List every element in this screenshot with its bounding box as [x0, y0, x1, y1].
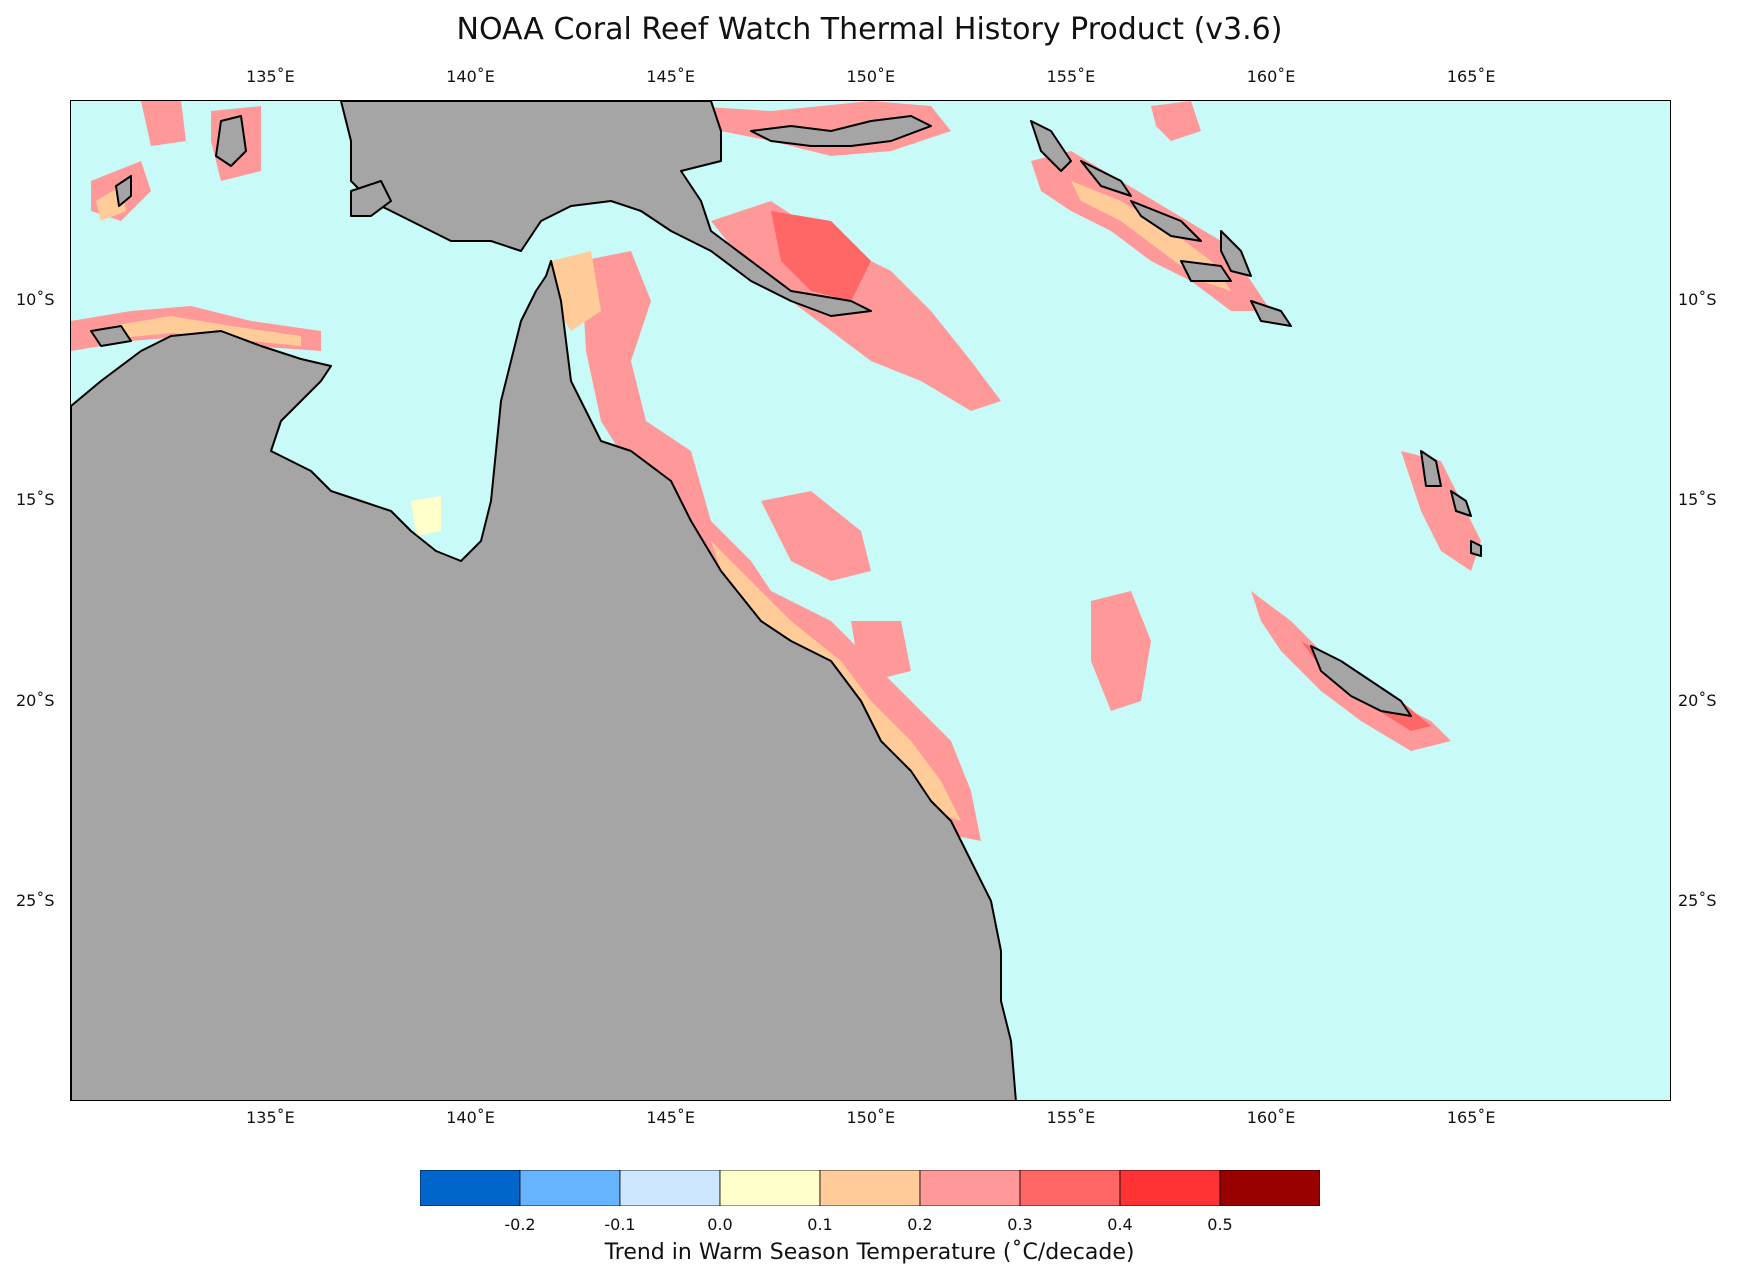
- new-britain: [750, 115, 932, 147]
- lon-tick-label-top: 160˚E: [1246, 67, 1296, 86]
- map-canvas: [71, 101, 1482, 1100]
- melville-island: [90, 325, 132, 347]
- lon-tick-label-top: 165˚E: [1446, 67, 1496, 86]
- malakula-island: [1450, 490, 1472, 517]
- gulf-papua-trend: [771, 211, 871, 301]
- australia-landmass: [71, 260, 1017, 1100]
- map-title: NOAA Coral Reef Watch Thermal History Pr…: [456, 12, 1283, 47]
- lat-tick-label-left: 10˚S: [16, 290, 55, 310]
- lat-tick-label-right: 15˚S: [1678, 490, 1717, 510]
- coral-sea-reefs-3: [851, 621, 911, 681]
- fiji-north-patch: [1151, 101, 1201, 141]
- top-left-patch: [141, 101, 186, 146]
- lat-tick-label-right: 25˚S: [1678, 890, 1717, 910]
- lon-tick-label-top: 150˚E: [846, 67, 896, 86]
- lon-tick-label-bottom: 150˚E: [846, 1108, 896, 1127]
- colorbar: [419, 1169, 1321, 1207]
- lat-tick-label-left: 25˚S: [16, 890, 55, 910]
- colorbar-bin: [719, 1169, 821, 1207]
- lon-tick-label-bottom: 140˚E: [446, 1108, 495, 1127]
- coral-sea-reefs-2: [1091, 591, 1151, 711]
- lon-tick-label-top: 145˚E: [646, 67, 696, 86]
- colorbar-bin: [619, 1169, 721, 1207]
- guadalcanal-island: [1180, 260, 1232, 282]
- bougainville-island: [1030, 120, 1072, 172]
- colorbar-title: Trend in Warm Season Temperature (˚C/dec…: [604, 1240, 1135, 1265]
- lon-tick-label-bottom: 155˚E: [1046, 1108, 1096, 1127]
- colorbar-svg: [419, 1169, 1321, 1207]
- new-guinea-landmass: [340, 101, 872, 317]
- colorbar-tick-label: 0.0: [707, 1215, 733, 1234]
- frederik-hendrik-island: [350, 180, 392, 217]
- colorbar-bin: [419, 1169, 521, 1207]
- makira-island: [1250, 300, 1292, 327]
- colorbar-bin: [1219, 1169, 1321, 1207]
- torres-strait-patch: [551, 251, 601, 331]
- efate-island: [1470, 540, 1482, 557]
- lon-tick-label-top: 155˚E: [1046, 67, 1096, 86]
- colorbar-tick-label: 0.5: [1207, 1215, 1233, 1234]
- colorbar-tick-label: 0.3: [1007, 1215, 1033, 1234]
- choiseul-island: [1080, 160, 1132, 197]
- lat-tick-label-left: 20˚S: [16, 690, 55, 710]
- santa-isabel-island: [1130, 200, 1202, 242]
- land-masses: [71, 101, 1482, 1100]
- colorbar-bin: [519, 1169, 621, 1207]
- colorbar-tick-label: -0.2: [504, 1215, 536, 1234]
- gbr-trend-band: [581, 251, 981, 841]
- new-caledonia-island: [1310, 645, 1412, 717]
- lon-tick-label-bottom: 145˚E: [646, 1108, 696, 1127]
- malaita-island: [1220, 230, 1252, 277]
- vanuatu-trend: [1401, 451, 1481, 571]
- lon-tick-label-bottom: 135˚E: [246, 1108, 295, 1127]
- lon-tick-label-top: 140˚E: [446, 67, 495, 86]
- colorbar-tick-label: 0.2: [907, 1215, 933, 1234]
- aru-islands: [215, 115, 247, 167]
- map-area[interactable]: [70, 100, 1671, 1101]
- lon-tick-label-bottom: 160˚E: [1246, 1108, 1296, 1127]
- gulf-carpentaria-se: [411, 496, 441, 536]
- colorbar-bin: [1019, 1169, 1121, 1207]
- lon-tick-label-bottom: 165˚E: [1446, 1108, 1496, 1127]
- colorbar-bin: [919, 1169, 1021, 1207]
- lat-tick-label-right: 20˚S: [1678, 690, 1717, 710]
- colorbar-bin: [1119, 1169, 1221, 1207]
- colorbar-tick-label: -0.1: [604, 1215, 636, 1234]
- lon-tick-label-top: 135˚E: [246, 67, 295, 86]
- tanimbar-island: [115, 175, 132, 207]
- lat-tick-label-left: 15˚S: [16, 490, 55, 510]
- espiritu-santo-island: [1420, 450, 1442, 487]
- colorbar-bin: [819, 1169, 921, 1207]
- coral-sea-reefs-1: [761, 491, 871, 581]
- colorbar-tick-label: 0.1: [807, 1215, 833, 1234]
- colorbar-tick-label: 0.4: [1107, 1215, 1133, 1234]
- arnhem-inner: [111, 316, 301, 346]
- lat-tick-label-right: 10˚S: [1678, 290, 1717, 310]
